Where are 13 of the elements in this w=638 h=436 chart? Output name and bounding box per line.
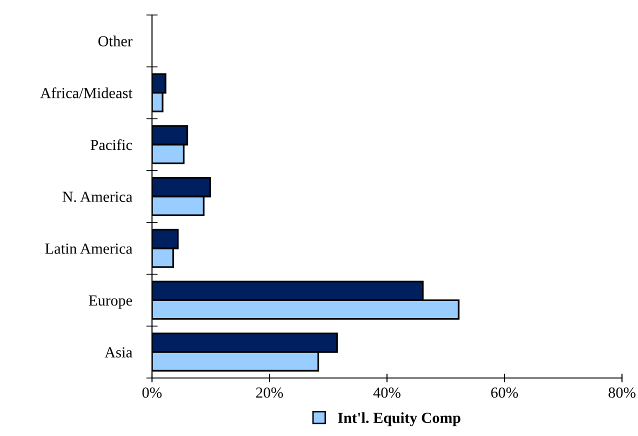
y-tick-label: Other bbox=[98, 36, 132, 46]
y-tick-label: Latin America bbox=[45, 244, 132, 254]
y-tick-label: N. America bbox=[62, 192, 132, 202]
legend-label: Int'l. Equity Comp bbox=[338, 412, 460, 426]
x-tick-label: 60% bbox=[491, 387, 518, 398]
y-tick-label: Europe bbox=[88, 296, 132, 309]
x-tick-label: 40% bbox=[373, 387, 400, 398]
x-tick-label: 20% bbox=[256, 387, 283, 398]
x-tick-label: 80% bbox=[608, 387, 636, 398]
x-tick-label: 0% bbox=[142, 387, 162, 398]
y-tick-label: Pacific bbox=[90, 139, 132, 150]
y-tick-label: Africa/Mideast bbox=[40, 87, 132, 98]
y-tick-label: Asia bbox=[104, 347, 132, 358]
